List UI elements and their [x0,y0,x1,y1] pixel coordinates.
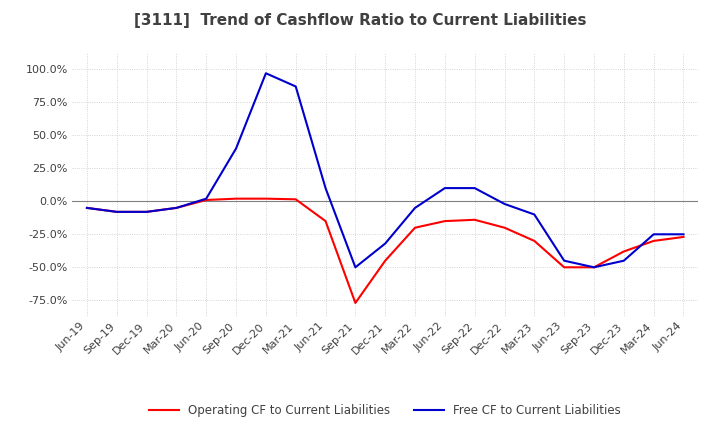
Operating CF to Current Liabilities [351,300,360,305]
Free CF to Current Liabilities [351,264,360,270]
Operating CF to Current Liabilities [560,264,569,270]
Free CF to Current Liabilities [261,70,270,76]
Free CF to Current Liabilities [619,258,628,263]
Free CF to Current Liabilities [679,231,688,237]
Free CF to Current Liabilities [649,231,658,237]
Operating CF to Current Liabilities [590,264,598,270]
Operating CF to Current Liabilities [410,225,419,231]
Operating CF to Current Liabilities [619,249,628,254]
Line: Free CF to Current Liabilities: Free CF to Current Liabilities [87,73,683,267]
Operating CF to Current Liabilities [530,238,539,243]
Free CF to Current Liabilities [112,209,121,214]
Free CF to Current Liabilities [500,201,509,206]
Operating CF to Current Liabilities [441,218,449,224]
Operating CF to Current Liabilities [470,217,479,222]
Free CF to Current Liabilities [172,205,181,210]
Operating CF to Current Liabilities [83,205,91,210]
Operating CF to Current Liabilities [381,258,390,263]
Free CF to Current Liabilities [441,186,449,191]
Free CF to Current Liabilities [470,186,479,191]
Operating CF to Current Liabilities [232,196,240,201]
Operating CF to Current Liabilities [679,234,688,239]
Free CF to Current Liabilities [232,146,240,151]
Operating CF to Current Liabilities [292,197,300,202]
Operating CF to Current Liabilities [321,218,330,224]
Free CF to Current Liabilities [321,186,330,191]
Free CF to Current Liabilities [590,264,598,270]
Free CF to Current Liabilities [83,205,91,210]
Text: [3111]  Trend of Cashflow Ratio to Current Liabilities: [3111] Trend of Cashflow Ratio to Curren… [134,13,586,28]
Operating CF to Current Liabilities [261,196,270,201]
Free CF to Current Liabilities [560,258,569,263]
Operating CF to Current Liabilities [143,209,151,214]
Free CF to Current Liabilities [143,209,151,214]
Free CF to Current Liabilities [410,205,419,210]
Free CF to Current Liabilities [202,196,210,201]
Operating CF to Current Liabilities [202,197,210,202]
Free CF to Current Liabilities [381,241,390,246]
Line: Operating CF to Current Liabilities: Operating CF to Current Liabilities [87,198,683,303]
Operating CF to Current Liabilities [500,225,509,231]
Free CF to Current Liabilities [292,84,300,89]
Operating CF to Current Liabilities [172,205,181,210]
Free CF to Current Liabilities [530,212,539,217]
Legend: Operating CF to Current Liabilities, Free CF to Current Liabilities: Operating CF to Current Liabilities, Fre… [145,400,626,422]
Operating CF to Current Liabilities [112,209,121,214]
Operating CF to Current Liabilities [649,238,658,243]
